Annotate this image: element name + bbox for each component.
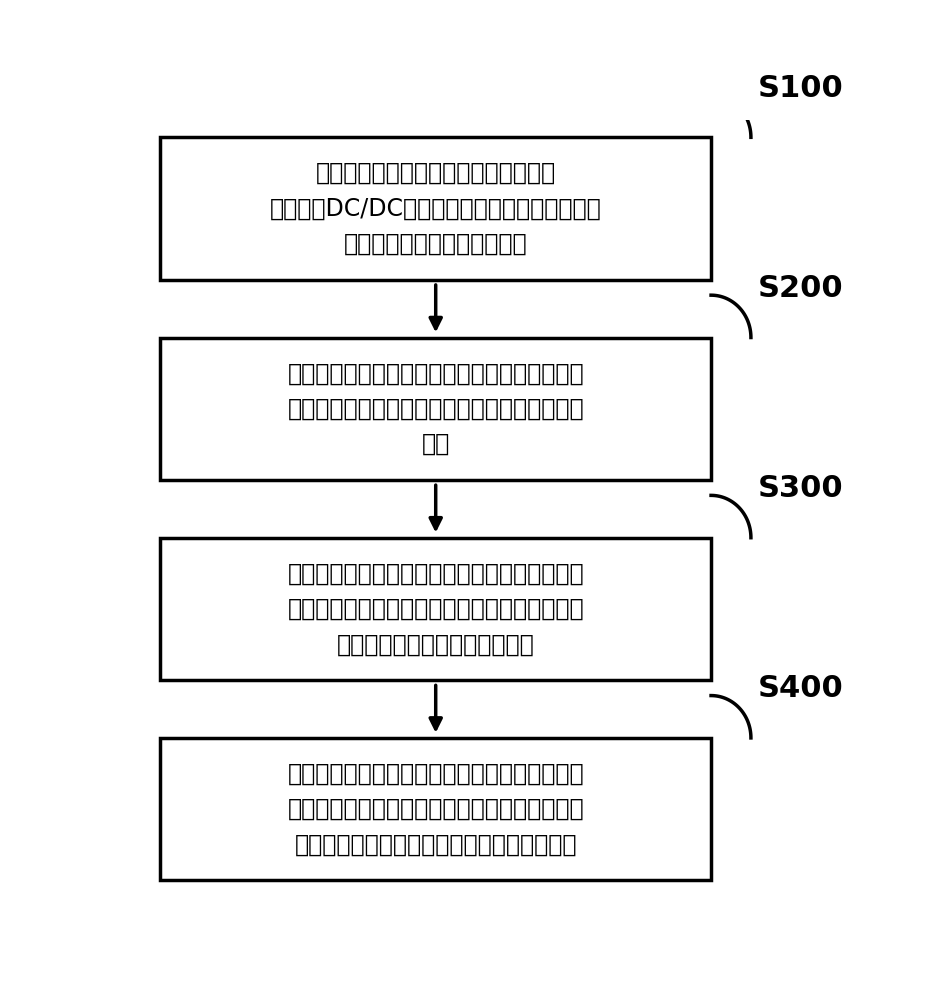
Text: 根据对燃料电池的健康度计算结果结合直流供电
网络的电路和载流特性计算出与各燃料电池当前
性能状态相关的实时自整定因子: 根据对燃料电池的健康度计算结果结合直流供电 网络的电路和载流特性计算出与各燃料电…: [287, 562, 584, 656]
Text: 最后在实时自整定因子变化下通过电压外环和电
流内环的快速校正完成对燃料电池输出功率的自
适应调节，实现多堆燃料电池间的分布式控制: 最后在实时自整定因子变化下通过电压外环和电 流内环的快速校正完成对燃料电池输出功…: [287, 762, 584, 857]
Text: S100: S100: [758, 74, 844, 103]
FancyBboxPatch shape: [161, 137, 712, 280]
Text: S200: S200: [758, 274, 843, 303]
FancyBboxPatch shape: [161, 338, 712, 480]
FancyBboxPatch shape: [161, 538, 712, 680]
Text: 采集燃料电池输出端电压和电流信号，
采集单向DC/DC变换器输出端电压和电流信号，
采集需求侧的电压和电流信号: 采集燃料电池输出端电压和电流信号， 采集单向DC/DC变换器输出端电压和电流信号…: [270, 161, 601, 256]
Text: S300: S300: [758, 474, 843, 503]
Text: 通过获取的燃料电池输出端电压、电流和功率评
估燃料电池运行性能，并量化出各燃料电池的健
康度: 通过获取的燃料电池输出端电压、电流和功率评 估燃料电池运行性能，并量化出各燃料电…: [287, 361, 584, 456]
Text: S400: S400: [758, 674, 844, 703]
FancyBboxPatch shape: [161, 738, 712, 880]
